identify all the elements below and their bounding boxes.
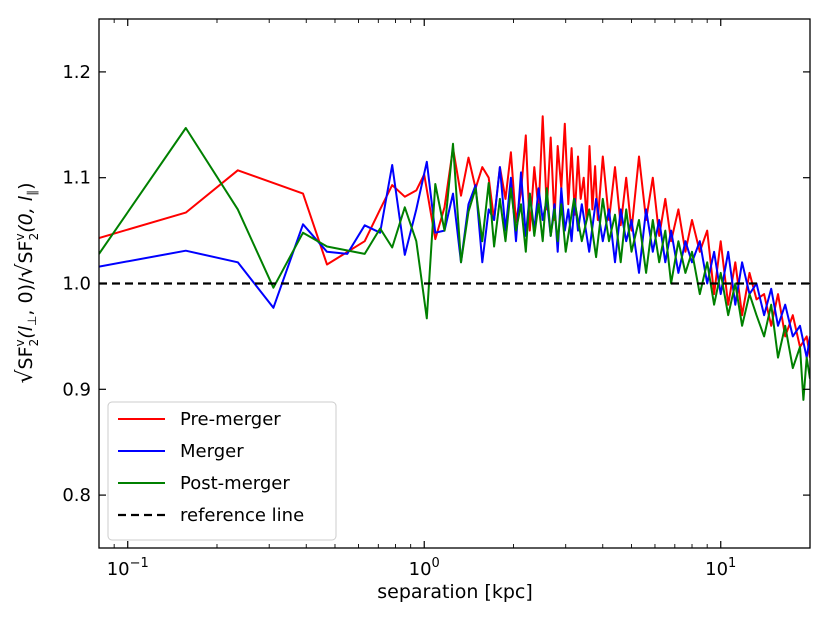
x-axis-label: separation [kpc]	[377, 581, 533, 603]
y-label-num-rest: , 0)	[15, 284, 37, 316]
y-label-den-par: ∥	[25, 190, 39, 196]
y-label-num-base: SF	[15, 346, 37, 369]
y-label-radical-1: √	[13, 369, 38, 384]
series-layer	[99, 115, 810, 401]
y-tick-label: 0.9	[62, 379, 91, 400]
series-line-post-merger	[99, 127, 810, 401]
y-tick-label: 0.8	[62, 485, 91, 506]
y-label-num-args: (l	[15, 325, 37, 338]
x-tick-label: 100	[409, 556, 440, 580]
y-tick-label: 1.2	[62, 62, 91, 83]
legend-box	[107, 401, 337, 541]
y-axis-label: √SFv2(l⊥, 0)/√SFv2(0, l∥)	[13, 183, 41, 384]
y-label-num-sub: 2	[27, 339, 41, 347]
x-axis: 10−1 100 101	[98, 19, 811, 580]
y-tick-label: 1.0	[62, 274, 91, 295]
legend-label-merger: Merger	[180, 441, 244, 462]
legend-label-post-merger: Post-merger	[180, 473, 290, 494]
y-label-den-sub: 2	[27, 233, 41, 241]
legend-label-pre-merger: Pre-merger	[180, 409, 281, 430]
y-axis: 0.8 0.9 1.0 1.1 1.2	[62, 62, 810, 506]
y-tick-label: 1.1	[62, 168, 91, 189]
y-label-num-sup: v	[13, 339, 27, 346]
series-line-merger	[99, 160, 810, 359]
legend: Pre-merger Merger Post-merger reference lin…	[107, 401, 337, 541]
y-label-num-perp: ⊥	[25, 316, 39, 326]
y-label-den-args: (0, l	[15, 195, 37, 233]
y-label-den-rest: )	[15, 183, 37, 190]
y-axis-label-text: √SFv2(l⊥, 0)/√SFv2(0, l∥)	[13, 183, 41, 384]
y-label-radical-2: √	[13, 263, 38, 278]
y-label-slash: /	[15, 277, 37, 284]
y-label-den-sup: v	[13, 233, 27, 240]
legend-label-reference-line: reference line	[180, 505, 304, 526]
y-label-den-base: SF	[15, 241, 37, 264]
x-tick-label: 10−1	[107, 556, 149, 580]
x-tick-label: 101	[705, 556, 736, 580]
